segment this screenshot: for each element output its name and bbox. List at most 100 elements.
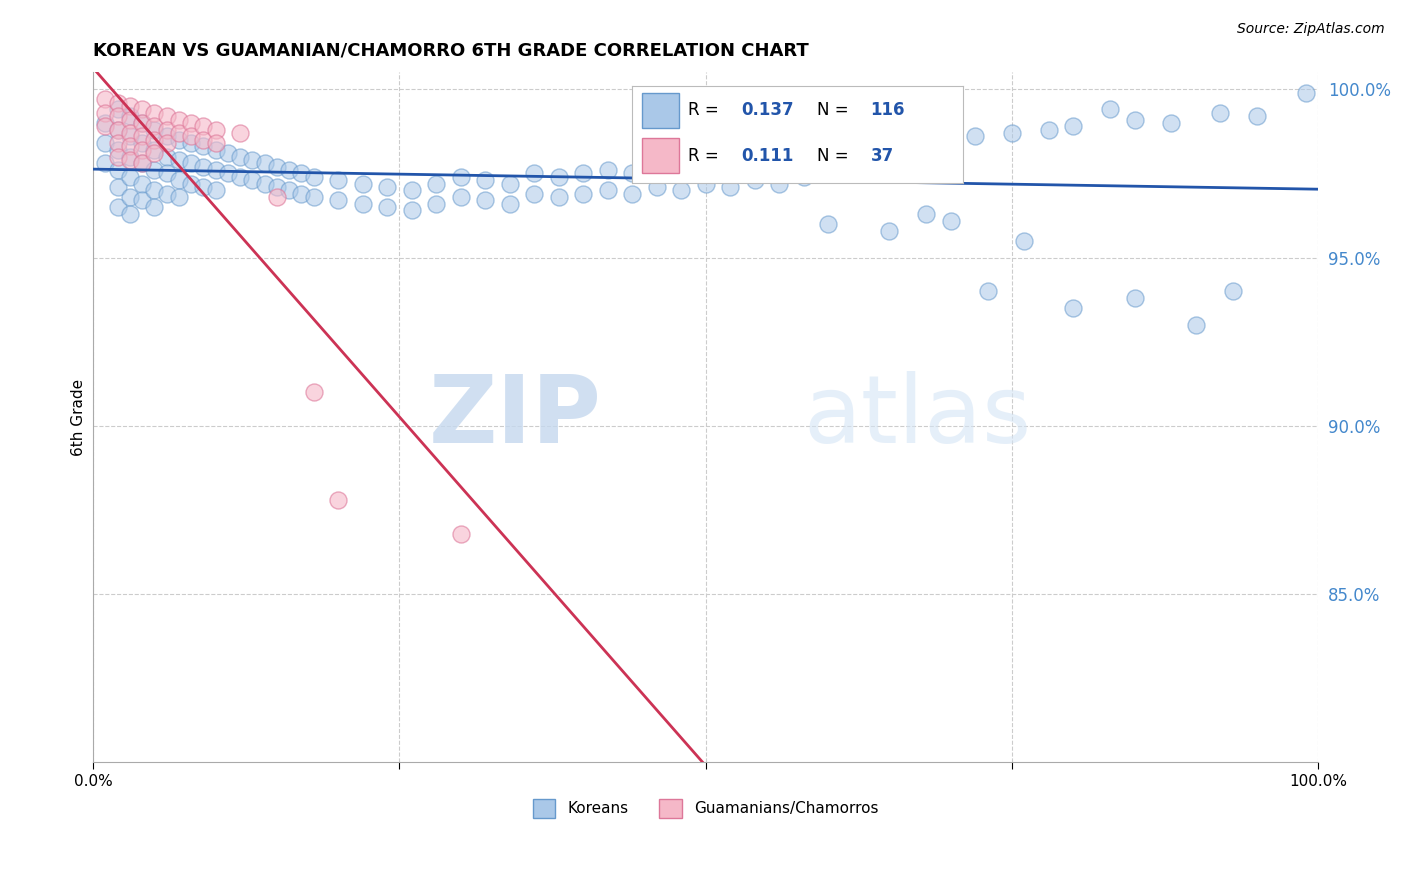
Point [229, 169, 252, 184]
Point [375, 179, 398, 194]
Point [131, 103, 153, 117]
Point [375, 200, 398, 214]
Point [1123, 112, 1146, 127]
Y-axis label: 6th Grade: 6th Grade [72, 379, 86, 456]
Point [229, 126, 252, 140]
Point [278, 183, 301, 197]
Point [915, 207, 938, 221]
Point [695, 177, 717, 191]
Legend: Koreans, Guamanians/Chamorros: Koreans, Guamanians/Chamorros [526, 793, 884, 824]
Point [842, 143, 865, 157]
Point [621, 166, 644, 180]
Point [107, 122, 129, 136]
Point [645, 160, 668, 174]
Point [242, 173, 264, 187]
Point [718, 160, 741, 174]
Point [143, 183, 166, 197]
Point [671, 183, 693, 197]
Point [193, 139, 215, 153]
Point [450, 190, 472, 204]
Point [817, 217, 839, 231]
Point [242, 153, 264, 167]
Point [842, 163, 865, 178]
Point [217, 146, 239, 161]
Point [1062, 301, 1084, 315]
Point [94, 116, 117, 130]
Point [879, 224, 901, 238]
Point [817, 146, 839, 161]
Point [118, 190, 141, 204]
Point [793, 150, 815, 164]
Point [352, 196, 374, 211]
Point [278, 163, 301, 178]
Point [1001, 126, 1024, 140]
Point [253, 177, 276, 191]
Point [1098, 103, 1121, 117]
Point [143, 143, 166, 157]
Point [131, 143, 153, 157]
Point [744, 173, 766, 187]
Point [131, 156, 153, 170]
Point [266, 160, 288, 174]
Point [131, 156, 153, 170]
Point [1209, 105, 1232, 120]
Point [1295, 86, 1317, 100]
Point [879, 136, 901, 150]
Point [180, 156, 202, 170]
Point [290, 186, 312, 201]
Point [107, 109, 129, 123]
Point [204, 122, 226, 136]
Point [131, 194, 153, 208]
Point [131, 136, 153, 150]
Point [143, 105, 166, 120]
Point [118, 150, 141, 164]
Point [118, 153, 141, 167]
Point [499, 196, 522, 211]
Point [217, 166, 239, 180]
Point [107, 163, 129, 178]
Point [193, 160, 215, 174]
Point [131, 116, 153, 130]
Point [768, 156, 790, 170]
Point [94, 92, 117, 106]
Point [474, 194, 496, 208]
Point [167, 112, 190, 127]
Point [118, 169, 141, 184]
Point [229, 150, 252, 164]
Point [143, 146, 166, 161]
Point [167, 173, 190, 187]
Point [450, 526, 472, 541]
Point [401, 183, 423, 197]
Point [965, 129, 987, 144]
Point [94, 136, 117, 150]
Point [718, 179, 741, 194]
Point [1160, 116, 1182, 130]
Text: ZIP: ZIP [429, 371, 602, 464]
Point [328, 492, 350, 507]
Point [143, 122, 166, 136]
Point [167, 126, 190, 140]
Point [266, 190, 288, 204]
Point [621, 186, 644, 201]
Point [425, 177, 447, 191]
Point [204, 183, 226, 197]
Point [793, 169, 815, 184]
Point [193, 120, 215, 134]
Point [118, 129, 141, 144]
Point [180, 116, 202, 130]
Point [107, 200, 129, 214]
Point [302, 385, 325, 400]
Point [1222, 284, 1244, 298]
Point [193, 133, 215, 147]
Text: atlas: atlas [804, 371, 1032, 464]
Text: KOREAN VS GUAMANIAN/CHAMORRO 6TH GRADE CORRELATION CHART: KOREAN VS GUAMANIAN/CHAMORRO 6TH GRADE C… [93, 42, 808, 60]
Point [167, 153, 190, 167]
Point [118, 139, 141, 153]
Point [107, 179, 129, 194]
Point [523, 186, 546, 201]
Point [547, 169, 569, 184]
Point [596, 183, 619, 197]
Point [156, 136, 179, 150]
Point [1184, 318, 1206, 332]
Point [107, 103, 129, 117]
